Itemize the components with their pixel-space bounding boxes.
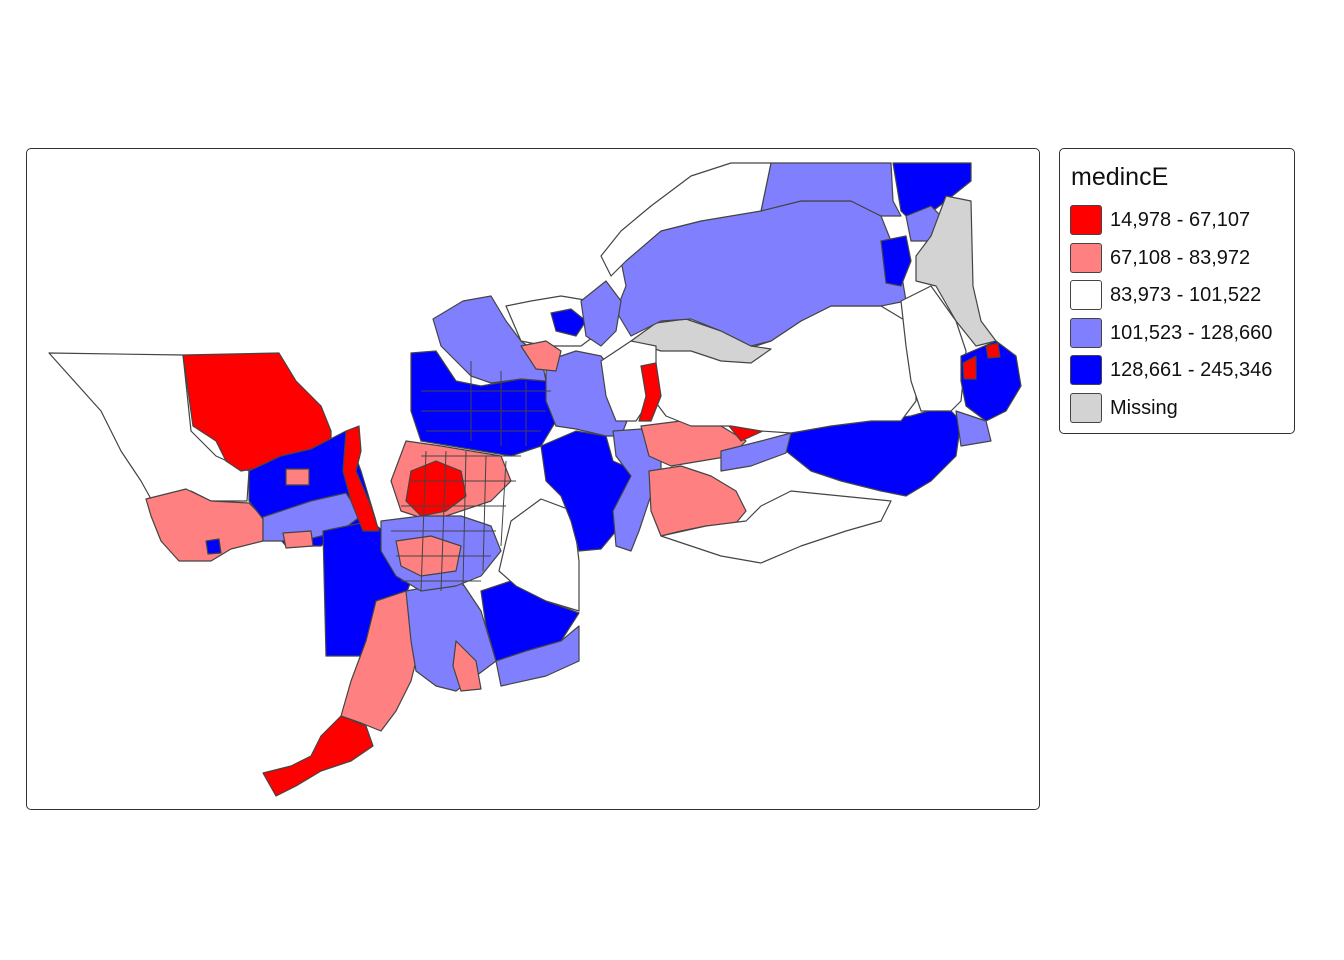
map-region [145, 488, 264, 562]
legend-label: Missing [1110, 396, 1178, 419]
map-region [985, 342, 1001, 359]
map-region [915, 195, 997, 347]
choropleth-map [48, 162, 1022, 797]
legend-swatch [1070, 355, 1102, 385]
map-region [550, 308, 587, 337]
map-region [720, 432, 792, 472]
legend-swatch [1070, 392, 1102, 423]
map-region [498, 498, 580, 612]
map-region [660, 490, 892, 564]
map-region [760, 162, 902, 217]
legend-label: 67,108 - 83,972 [1110, 246, 1251, 269]
legend-label: 128,661 - 245,346 [1110, 359, 1273, 381]
map-region [892, 162, 972, 222]
map-region [600, 162, 772, 277]
map-region [880, 235, 912, 287]
map-region [580, 280, 622, 347]
legend-swatch [1070, 280, 1102, 310]
legend-swatch [1070, 205, 1102, 235]
map-region [205, 538, 222, 555]
legend-label: 14,978 - 67,107 [1110, 209, 1251, 231]
map-region [962, 355, 977, 380]
legend-label: 83,973 - 101,522 [1110, 284, 1262, 306]
legend-swatch [1070, 242, 1102, 273]
map-region [282, 530, 314, 549]
map-legend: medincE 14,978 - 67,107 67,108 - 83,972 83… [1059, 148, 1295, 434]
map-region [900, 285, 967, 412]
legend-swatch [1070, 317, 1102, 348]
map-region [405, 460, 467, 517]
map-region [495, 625, 580, 687]
legend-title: medincE [1071, 163, 1169, 191]
map-region [520, 340, 562, 372]
legend-label: 101,523 - 128,660 [1110, 321, 1273, 344]
map-region [638, 362, 662, 422]
map-region [452, 640, 482, 692]
map-region [285, 468, 310, 486]
map-region [955, 410, 992, 447]
map-region [262, 715, 374, 797]
map-panel [26, 148, 1040, 810]
map-region [342, 425, 380, 532]
